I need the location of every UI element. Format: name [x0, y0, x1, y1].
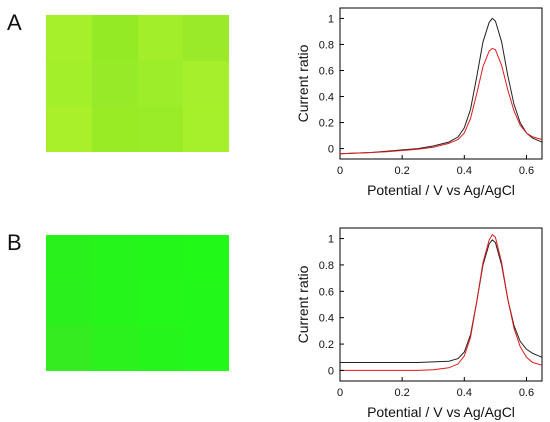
- heatmap-a-cell-r0-c0: [46, 15, 92, 61]
- chart-b-x-axis-label: Potential / V vs Ag/AgCl: [367, 404, 515, 420]
- chart-a-ytick-label-1: 0.2: [319, 118, 334, 130]
- heatmap-b-cell-r1-c2: [137, 280, 184, 326]
- heatmap-a-cell-r0-c1: [91, 15, 138, 61]
- heatmap-a-cell-r1-c3: [183, 60, 229, 107]
- heatmap-b-cell-r1-c3: [183, 280, 229, 326]
- chart-a-xtick-label-0: 0: [337, 165, 343, 177]
- chart-b-series-0-line: [340, 239, 543, 363]
- heatmap-a: [46, 15, 229, 152]
- heatmap-b-cell-r2-c1: [91, 325, 138, 371]
- heatmap-b-cell-r2-c2: [137, 325, 184, 371]
- chart-a-series-0-line: [339, 17, 543, 155]
- heatmap-b-cell-r1-c1: [91, 280, 138, 326]
- chart-a-ytick-label-5: 1: [328, 13, 334, 25]
- chart-b-series-1-line: [340, 233, 543, 371]
- chart-a-y-axis-label: Current ratio: [295, 44, 311, 122]
- chart-a-ytick-label-2: 0.4: [319, 92, 334, 104]
- heatmap-a-cell-r2-c1: [91, 106, 138, 152]
- chart-a-ytick-label-0: 0: [328, 144, 334, 156]
- heatmap-a-cell-r2-c2: [137, 106, 184, 152]
- chart-b-plot-frame: [339, 227, 543, 382]
- chart-b-y-axis-label: Current ratio: [295, 265, 311, 343]
- panel-label-a: A: [7, 10, 22, 35]
- heatmap-b: [46, 235, 229, 371]
- chart-a-x-axis-label: Potential / V vs Ag/AgCl: [367, 182, 515, 198]
- chart-b-ytick-label-2: 0.4: [319, 313, 334, 325]
- panel-label-b: B: [7, 230, 22, 255]
- heatmap-a-cell-r1-c0: [46, 60, 92, 107]
- heatmap-b-cell-r0-c2: [137, 235, 184, 281]
- chart-b-xtick-label-0: 0: [337, 387, 343, 399]
- heatmap-a-cell-r1-c2: [137, 60, 184, 107]
- heatmap-b-cell-r1-c0: [46, 280, 92, 326]
- chart-b-ytick-label-4: 0.8: [319, 260, 334, 272]
- chart-b-xtick-label-1: 0.2: [395, 387, 410, 399]
- chart-b-ytick-label-0: 0: [328, 365, 334, 377]
- chart-b-xtick-label-3: 0.6: [519, 387, 534, 399]
- chart-b-ytick-label-5: 1: [328, 234, 334, 246]
- chart-b-ytick-label-3: 0.6: [319, 286, 334, 298]
- chart-a-ytick-label-3: 0.6: [319, 65, 334, 77]
- chart-a-xtick-label-2: 0.4: [457, 165, 472, 177]
- heatmap-a-cell-r2-c0: [46, 106, 92, 152]
- chart-a-plot-frame: [339, 7, 543, 160]
- heatmap-b-cell-r2-c0: [46, 325, 92, 371]
- heatmap-b-cell-r0-c0: [46, 235, 92, 281]
- heatmap-b-cell-r0-c3: [183, 235, 229, 281]
- heatmap-a-cell-r0-c3: [183, 15, 229, 61]
- chart-b-xtick-label-2: 0.4: [457, 387, 472, 399]
- heatmap-b-cell-r0-c1: [91, 235, 138, 281]
- chart-b-ytick-label-1: 0.2: [319, 339, 334, 351]
- chart-a-xtick-label-1: 0.2: [395, 165, 410, 177]
- heatmap-b-cell-r2-c3: [183, 325, 229, 371]
- heatmap-a-cell-r0-c2: [137, 15, 184, 61]
- chart-a-ytick-label-4: 0.8: [319, 39, 334, 51]
- heatmap-a-cell-r2-c3: [183, 106, 229, 152]
- heatmap-a-cell-r1-c1: [91, 60, 138, 107]
- chart-a-xtick-label-3: 0.6: [519, 165, 534, 177]
- chart-a-series-1-line: [339, 47, 543, 155]
